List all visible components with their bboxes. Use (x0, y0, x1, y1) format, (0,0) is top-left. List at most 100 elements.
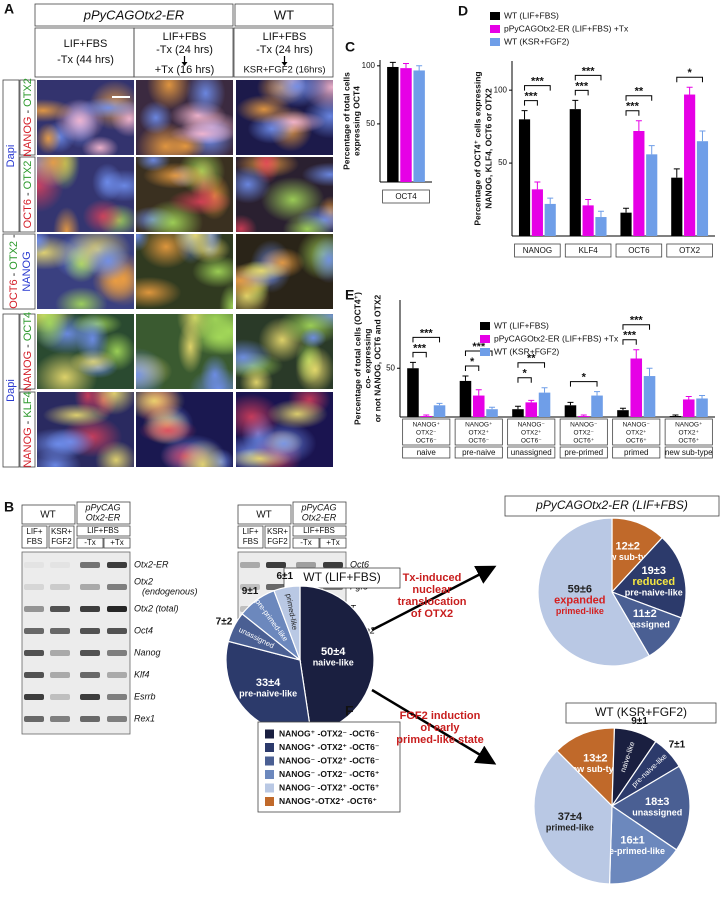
pie-title-box (283, 567, 401, 589)
micrograph (236, 314, 333, 389)
row-label-part: OTX2 (22, 78, 34, 107)
blot-band (50, 694, 70, 700)
bar (472, 395, 485, 417)
micrograph (136, 392, 233, 467)
x-tick-label: OTX2⁺ (469, 430, 489, 437)
significance-label: *** (582, 65, 596, 77)
blot-band (107, 672, 127, 678)
cell-cluster (136, 347, 167, 389)
bar (544, 203, 556, 236)
blot-band (107, 562, 127, 568)
pie-value-label: 13±2 (583, 752, 607, 764)
gene-label: Oct4 (134, 625, 153, 635)
bar (669, 416, 682, 417)
significance-bracket (524, 85, 551, 91)
row-label-box (2, 233, 36, 310)
micrograph (136, 80, 233, 155)
cell-cluster (136, 392, 186, 421)
x-tick-label: OCT6⁺ (573, 438, 594, 445)
pie-value-label: 16±1 (620, 835, 644, 847)
arrow-annotation: of OTX2 (411, 608, 453, 620)
lane-label: FBS (27, 537, 43, 546)
bar (486, 409, 498, 417)
blot-header: WT (40, 510, 56, 521)
blot-band (50, 716, 70, 722)
blot-header: WT (256, 510, 272, 521)
cell-cluster (192, 255, 233, 288)
blot-band (80, 716, 100, 722)
row-label-part: NANOG (22, 117, 34, 157)
group-header: WT (274, 7, 294, 22)
blot-band (266, 562, 286, 568)
pie-slice (555, 727, 616, 808)
error-bar (416, 65, 423, 71)
cell-cluster (239, 365, 274, 389)
bar (538, 392, 551, 417)
pie-slice (533, 749, 613, 885)
legend-label: WT (KSR+FGF2) (494, 346, 559, 356)
row-label: NANOG (21, 251, 33, 291)
panel-letter: A (4, 1, 14, 17)
cell-cluster (177, 320, 204, 374)
column-header: LIF+FBS (263, 31, 307, 43)
error-bar (489, 406, 496, 410)
group-label: primed (624, 448, 648, 457)
category-box (615, 243, 663, 258)
header-box (237, 525, 264, 549)
row-label: NANOG - OCT4 (22, 312, 34, 391)
lane-label: LIF+ (26, 527, 43, 536)
row-label-part: KLF4 (22, 391, 34, 417)
pie-title: WT (KSR+FGF2) (595, 705, 687, 719)
bar (696, 141, 709, 236)
header-box (21, 504, 76, 525)
column-header: LIF+FBS (163, 31, 207, 43)
row-label-part: NANOG (22, 427, 34, 467)
panel-letter: B (4, 499, 14, 515)
arrow-annotation: of early (420, 722, 460, 734)
bar (407, 368, 419, 417)
pie-slice (537, 517, 651, 667)
x-tick-label: NANOG (523, 246, 552, 255)
row-label-part: - (8, 272, 20, 276)
header-box (76, 537, 104, 549)
header-box (237, 504, 292, 525)
pie-category-label: primed-like (556, 606, 604, 616)
cell-cluster (37, 99, 75, 123)
cell-cluster (136, 157, 171, 172)
pie-value-label: 7±1 (669, 740, 686, 751)
blot-band (240, 584, 260, 590)
bar (459, 380, 472, 417)
significance-label: * (687, 67, 692, 79)
significance-bracket (625, 110, 640, 116)
x-tick-label: NANOG⁻ (518, 422, 545, 429)
header-box (292, 537, 320, 549)
pie-note: expanded (554, 595, 605, 607)
header-box (234, 3, 334, 27)
arrow-annotation: FGF2 induction (400, 710, 481, 722)
blot-band (107, 606, 127, 612)
cell-cluster (310, 235, 333, 284)
blot-band (50, 628, 70, 634)
error-bar (423, 414, 430, 417)
significance-bracket (574, 74, 602, 81)
legend-label: WT (LIF+FBS) (504, 10, 559, 20)
row-label-part: - (8, 234, 20, 238)
bar (413, 70, 425, 182)
significance-label: *** (626, 101, 640, 113)
error-bar (572, 99, 579, 110)
legend-label: WT (LIF+FBS) (494, 320, 549, 330)
bar (564, 405, 577, 417)
row-label-part: - (22, 192, 34, 196)
pie-slice (610, 536, 687, 619)
cell-cluster (177, 439, 228, 467)
x-tick-label: OCT6⁻ (468, 438, 489, 445)
significance-bracket (574, 89, 589, 96)
header-box (264, 525, 291, 549)
micrograph (136, 157, 233, 232)
bar (591, 395, 603, 417)
legend-label: NANOG⁺ -OTX2⁻ -OCT6⁻ (279, 728, 379, 738)
y-axis-label: Percentage of total cells (341, 72, 351, 170)
cell-cluster (42, 403, 111, 427)
x-tick-label: NANOG⁻ (623, 422, 650, 429)
error-bar (389, 61, 396, 67)
